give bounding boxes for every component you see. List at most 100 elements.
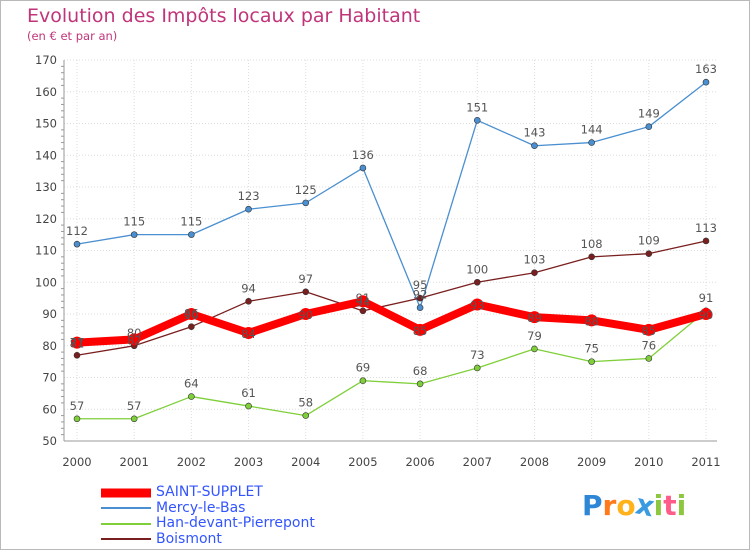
data-label-boismont: 80 [127, 326, 142, 340]
data-point-boismont [588, 253, 595, 261]
data-point-han-devant-pierrepont [416, 380, 424, 388]
data-label-saint-supplet: 82 [127, 333, 142, 347]
data-label-han-devant-pierrepont: 91 [699, 291, 714, 305]
data-label-saint-supplet: 84 [241, 327, 256, 341]
data-label-mercy-le-bas: 112 [66, 224, 88, 238]
data-label-han-devant-pierrepont: 69 [356, 361, 371, 375]
x-tick-label: 2001 [120, 455, 149, 469]
data-point-boismont [702, 237, 710, 245]
data-point-boismont [473, 278, 481, 286]
y-tick-label: 160 [35, 85, 57, 99]
data-label-saint-supplet: 94 [356, 295, 371, 309]
data-label-saint-supplet: 90 [699, 308, 714, 322]
data-point-han-devant-pierrepont [245, 402, 252, 410]
x-tick-label: 2003 [234, 455, 263, 469]
data-point-han-devant-pierrepont [531, 345, 538, 353]
legend-swatch [101, 507, 151, 510]
data-point-saint-supplet [585, 314, 598, 327]
y-tick-label: 90 [42, 307, 57, 321]
data-label-boismont: 94 [241, 281, 256, 295]
data-label-boismont: 86 [184, 307, 199, 321]
legend-label: Mercy-le-Bas [156, 499, 246, 516]
data-point-boismont [245, 297, 252, 305]
data-point-boismont [188, 323, 195, 331]
data-label-saint-supplet: 90 [298, 308, 313, 322]
data-label-saint-supplet: 90 [184, 308, 199, 322]
y-tick-label: 120 [35, 212, 57, 226]
data-point-han-devant-pierrepont [302, 412, 310, 419]
data-point-saint-supplet [71, 336, 83, 349]
data-point-han-devant-pierrepont [645, 355, 653, 362]
x-tick-label: 2008 [520, 455, 549, 469]
data-point-saint-supplet [528, 311, 541, 324]
data-label-saint-supplet: 88 [584, 314, 599, 328]
data-label-han-devant-pierrepont: 61 [241, 386, 256, 400]
data-label-boismont: 100 [466, 262, 488, 276]
data-label-han-devant-pierrepont: 64 [184, 377, 199, 391]
data-label-saint-supplet: 81 [70, 337, 85, 351]
data-label-boismont: 97 [298, 272, 313, 286]
data-label-boismont: 95 [413, 278, 428, 292]
series-line-han-devant-pierrepont [76, 310, 707, 420]
data-point-han-devant-pierrepont [130, 415, 138, 423]
y-tick-label: 80 [42, 339, 57, 353]
x-tick-label: 2010 [634, 455, 663, 469]
legend-swatch [101, 538, 151, 541]
data-label-mercy-le-bas: 144 [581, 123, 603, 137]
series-line-saint-supplet [73, 297, 710, 347]
legend-label: Han-devant-Pierrepont [156, 515, 315, 531]
data-point-han-devant-pierrepont [73, 415, 81, 423]
data-point-han-devant-pierrepont [588, 358, 595, 365]
data-label-mercy-le-bas: 115 [123, 215, 145, 229]
legend-swatch [101, 522, 151, 525]
data-point-saint-supplet [299, 308, 312, 320]
y-tick-label: 60 [42, 402, 57, 416]
grid-layer [64, 59, 717, 442]
data-point-mercy-le-bas [588, 139, 595, 146]
data-label-han-devant-pierrepont: 75 [584, 342, 599, 356]
series-line-mercy-le-bas [76, 81, 707, 309]
x-tick-label: 2006 [405, 455, 434, 469]
data-point-mercy-le-bas [645, 123, 653, 130]
data-point-saint-supplet [185, 308, 198, 320]
data-label-mercy-le-bas: 125 [295, 183, 317, 197]
x-tick-label: 2011 [691, 455, 720, 469]
logo-letter: o [616, 489, 636, 522]
data-label-boismont: 108 [581, 237, 603, 251]
data-label-han-devant-pierrepont: 73 [470, 348, 485, 362]
logo-letter: P [582, 489, 603, 522]
data-point-mercy-le-bas [73, 240, 81, 248]
data-point-mercy-le-bas [473, 117, 481, 124]
data-label-han-devant-pierrepont: 57 [127, 399, 142, 413]
proxiti-logo: Proxiti [582, 487, 687, 523]
chart-title: Evolution des Impôts locaux par Habitant [27, 5, 421, 27]
data-label-saint-supplet: 85 [641, 324, 656, 338]
data-label-layer: 81 82 90 84 90 94 85 93 89 88 85 90 112 115 115 123 125 1… [66, 62, 717, 413]
data-point-han-devant-pierrepont [359, 377, 367, 384]
x-tick-label: 2004 [291, 455, 320, 469]
logo-letter: t [663, 489, 677, 522]
legend-swatch [101, 488, 151, 498]
logo-letter: i [676, 489, 687, 522]
data-label-han-devant-pierrepont: 79 [527, 329, 542, 343]
series-line-boismont [76, 240, 707, 356]
x-tick-label: 2000 [62, 455, 91, 469]
data-point-han-devant-pierrepont [188, 393, 195, 400]
logo-letter: r [602, 489, 617, 522]
data-point-boismont [359, 307, 367, 315]
logo-letter: i [653, 489, 664, 522]
data-point-boismont [73, 351, 81, 359]
data-label-boismont: 91 [356, 291, 371, 305]
data-point-saint-supplet [356, 295, 369, 308]
data-point-han-devant-pierrepont [473, 364, 481, 372]
y-tick-label: 110 [35, 244, 57, 258]
data-point-saint-supplet [128, 333, 141, 346]
data-label-boismont: 109 [638, 234, 660, 248]
data-label-mercy-le-bas: 136 [352, 148, 374, 162]
data-point-saint-supplet [700, 308, 712, 320]
data-point-boismont [645, 250, 653, 257]
y-tick-label: 170 [35, 53, 57, 67]
data-label-saint-supplet: 89 [527, 311, 542, 325]
data-point-boismont [531, 269, 538, 277]
